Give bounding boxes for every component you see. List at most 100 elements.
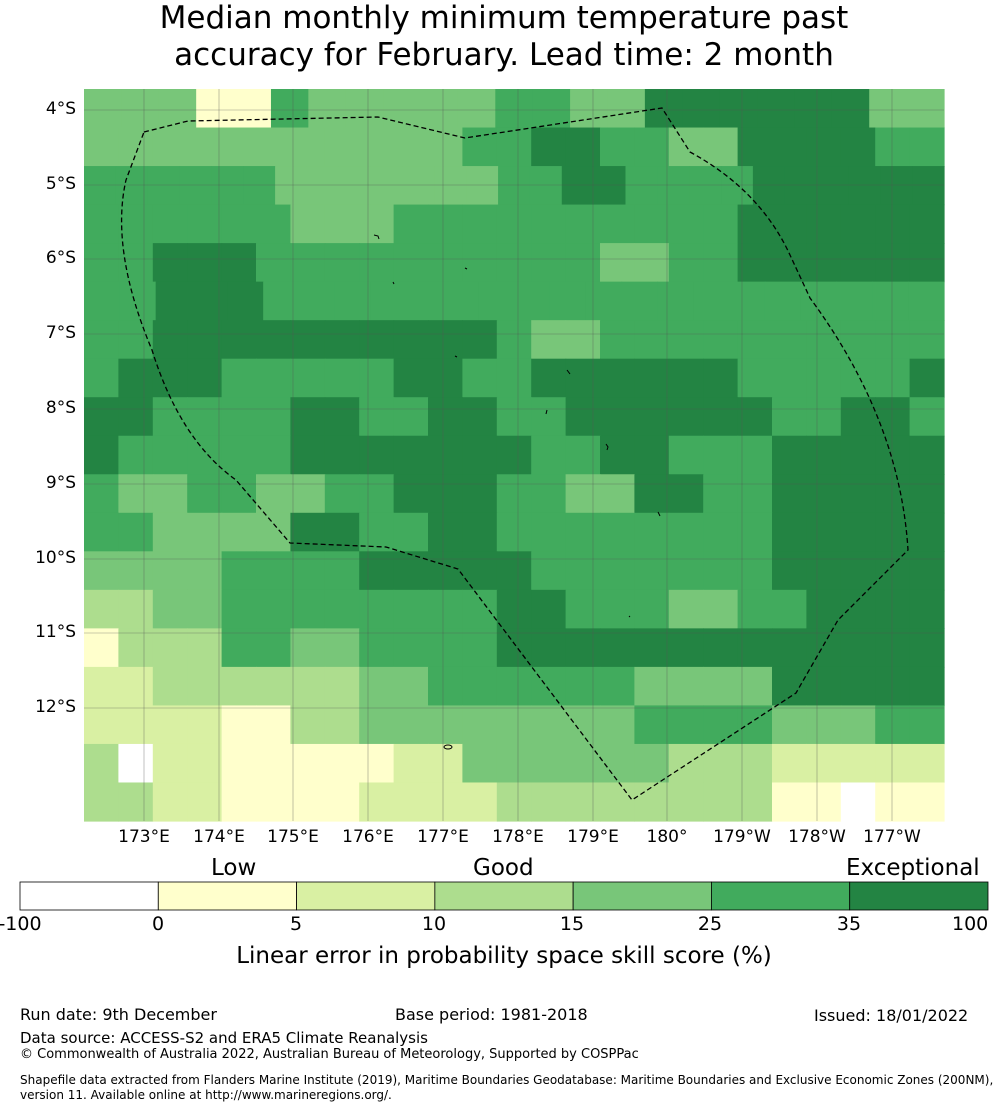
grid-cell <box>187 320 223 360</box>
grid-cell <box>531 551 567 591</box>
grid-cell <box>772 397 807 437</box>
grid-cell <box>561 166 595 206</box>
grid-cell <box>324 397 360 437</box>
lat-label: 8°S <box>45 398 76 418</box>
grid-cell <box>634 512 670 552</box>
grid-cell <box>668 320 704 360</box>
grid-cell <box>187 782 223 822</box>
grid-cell <box>462 204 498 244</box>
grid-cell <box>703 589 739 629</box>
grid-cell <box>496 589 532 629</box>
grid-cell <box>806 589 842 629</box>
grid-cell <box>420 89 459 129</box>
grid-cell <box>428 358 463 398</box>
grid-cell <box>703 127 739 167</box>
islands <box>373 234 661 750</box>
grid-cell <box>118 397 154 437</box>
grid-cell <box>256 358 291 398</box>
grid-cell <box>345 89 384 129</box>
grid-cell <box>909 243 945 283</box>
grid-cell <box>155 281 193 321</box>
grid-cell <box>158 89 197 129</box>
colorbar-tick: 35 <box>836 913 862 935</box>
grid-cell <box>634 127 670 167</box>
grid-cell <box>428 705 463 745</box>
grid-cell <box>393 551 429 591</box>
grid-cell <box>434 166 467 206</box>
grid-cell <box>634 782 670 822</box>
colorbar-tick: 15 <box>559 913 585 935</box>
grid-cell <box>233 89 272 129</box>
grid-cell <box>152 204 188 244</box>
grid-cell <box>256 589 291 629</box>
grid-cell <box>668 358 704 398</box>
grid-cell <box>532 89 571 129</box>
grid-cell <box>324 705 360 745</box>
grid-cell <box>496 666 532 707</box>
island <box>454 355 458 358</box>
grid-cell <box>565 782 601 822</box>
grid-cell <box>496 397 532 437</box>
grid-cell <box>496 204 532 244</box>
grid-cell <box>772 666 807 707</box>
island <box>545 409 548 415</box>
grid-cell <box>668 551 704 591</box>
grid-cell <box>359 204 395 244</box>
grid-cell <box>875 743 911 784</box>
grid-cell <box>84 474 119 514</box>
lat-label: 9°S <box>45 473 76 493</box>
grid-cell <box>152 358 188 398</box>
grid-cell <box>840 474 876 514</box>
grid-cell <box>600 782 635 822</box>
lon-label: 175°E <box>267 827 319 847</box>
grid-cell <box>393 782 429 822</box>
grid-cell <box>84 127 119 167</box>
grid-cell <box>737 127 773 167</box>
grid-cell <box>806 204 842 244</box>
grid-cell <box>634 628 670 668</box>
run-date: Run date: 9th December <box>20 1005 217 1024</box>
grid-cell <box>668 204 704 244</box>
grid-cell <box>531 397 567 437</box>
grid-cell <box>290 397 326 437</box>
grid-cell <box>737 474 773 514</box>
lat-label: 12°S <box>35 697 76 717</box>
grid-cell <box>794 89 833 129</box>
grid-cell <box>152 397 188 437</box>
grid-cell <box>703 435 739 475</box>
lon-label: 178°W <box>788 827 846 847</box>
grid-cell <box>324 666 360 707</box>
map-title: Median monthly minimum temperature past … <box>0 0 1008 74</box>
colorbar-title: Linear error in probability space skill … <box>236 943 772 969</box>
title-line-2: accuracy for February. Lead time: 2 mont… <box>174 37 834 73</box>
grid-cell <box>496 243 532 283</box>
category-good: Good <box>473 855 534 881</box>
grid-cell <box>719 89 758 129</box>
grid-cell <box>703 204 739 244</box>
grid-cell <box>121 89 160 129</box>
grid-cell <box>565 127 601 167</box>
grid-cell <box>757 89 796 129</box>
grid-cell <box>187 243 223 283</box>
grid-cell <box>84 89 122 129</box>
grid-cell <box>118 320 154 360</box>
grid-cell <box>772 782 807 822</box>
colorbar-tick: 100 <box>952 913 989 935</box>
grid-cell <box>359 320 395 360</box>
grid-cell <box>256 551 291 591</box>
grid-cell <box>909 512 945 552</box>
grid-cell <box>909 551 945 591</box>
grid-cell <box>118 127 154 167</box>
grid-cell <box>531 705 567 745</box>
grid-cell <box>565 512 601 552</box>
grid-cell <box>221 628 257 668</box>
colorbar-segment <box>849 881 989 911</box>
colorbar-tick: 10 <box>421 913 447 935</box>
grid-cell <box>428 474 463 514</box>
lon-label: 174°E <box>193 827 245 847</box>
grid-cell <box>359 666 395 707</box>
lat-label: 10°S <box>35 548 76 568</box>
grid-cell <box>221 204 257 244</box>
grid-cell <box>607 89 646 129</box>
grid-cell <box>600 666 635 707</box>
